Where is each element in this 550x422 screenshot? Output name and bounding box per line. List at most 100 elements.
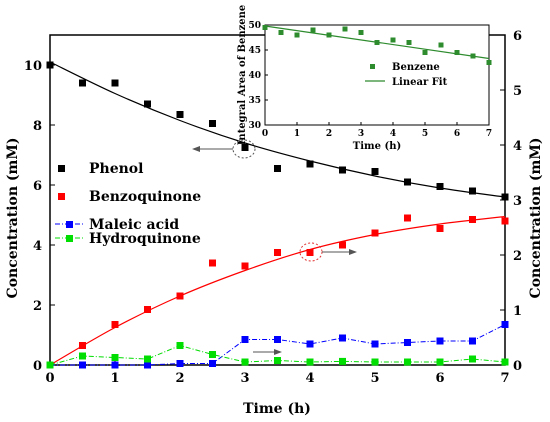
legend-swatch-maleic-acid xyxy=(66,221,73,228)
legend-label-benzoquinone: Benzoquinone xyxy=(89,189,201,205)
main-y-ticks-right: 0 1 2 3 4 5 6 xyxy=(500,29,522,374)
maleic-acid-point xyxy=(339,334,346,342)
inset-legend: Benzene Linear Fit xyxy=(365,62,448,88)
hydroquinone-point xyxy=(111,354,119,361)
x-tick-label: 7 xyxy=(500,371,509,386)
phenol-point xyxy=(371,168,379,175)
phenol-fit-curve xyxy=(49,61,506,198)
inset-x-tick-label: 4 xyxy=(390,129,396,139)
hydroquinone-point xyxy=(274,357,281,364)
phenol-point xyxy=(144,100,151,108)
y-tick-label: 4 xyxy=(33,239,42,254)
phenol-point xyxy=(501,193,509,201)
phenol-point xyxy=(339,166,346,174)
benzoquinone-point xyxy=(79,342,86,349)
x-tick-label: 1 xyxy=(110,371,119,386)
legend-label-hydroquinone: Hydroquinone xyxy=(89,231,201,247)
phenol-point xyxy=(111,79,119,87)
y-right-tick-label: 6 xyxy=(513,29,522,44)
benzoquinone-point xyxy=(306,249,314,256)
benzoquinone-point xyxy=(371,229,379,237)
x-tick-label: 2 xyxy=(175,371,184,386)
benzoquinone-point xyxy=(241,262,249,270)
inset-x-tick-label: 2 xyxy=(326,129,332,139)
maleic-acid-point xyxy=(371,340,379,348)
inset-x-tick-label: 6 xyxy=(454,129,460,139)
benzene-point xyxy=(486,60,492,65)
phenol-point xyxy=(46,61,54,69)
y-tick-label: 10 xyxy=(24,59,42,74)
maleic-acid-point xyxy=(144,361,151,369)
hydroquinone-point xyxy=(501,358,509,366)
benzoquinone-point xyxy=(176,292,184,300)
benzoquinone-point xyxy=(436,225,444,232)
benzoquinone-point xyxy=(339,241,346,249)
maleic-acid-point xyxy=(274,336,281,343)
maleic-acid-point xyxy=(111,361,119,369)
x-tick-label: 5 xyxy=(370,371,379,386)
y-tick-label: 0 xyxy=(33,359,42,374)
inset-x-axis-title: Time (h) xyxy=(353,141,401,152)
hydroquinone-point xyxy=(241,358,249,366)
maleic-acid-point xyxy=(501,321,509,328)
inset-x-ticks: 0 1 2 3 4 5 6 7 xyxy=(262,122,492,139)
benzoquinone-point xyxy=(469,216,476,223)
legend-item-maleic-acid: Maleic acid xyxy=(55,217,179,233)
legend-item-hydroquinone: Hydroquinone xyxy=(55,231,201,247)
inset-y-axis-title: Integral Area of Benzene xyxy=(237,5,248,146)
hydroquinone-point xyxy=(436,358,444,366)
benzoquinone-point xyxy=(404,214,411,222)
phenol-point xyxy=(241,144,249,151)
phenol-point xyxy=(274,165,281,172)
main-legend: Phenol Benzoquinone Maleic acid Hydroqui… xyxy=(55,161,201,247)
y-right-tick-label: 1 xyxy=(513,304,522,319)
hydroquinone-point xyxy=(306,358,314,366)
phenol-point xyxy=(176,111,184,118)
benzoquinone-axis-arrowhead xyxy=(349,249,357,255)
benzoquinone-point xyxy=(501,217,509,225)
legend-item-benzene: Benzene xyxy=(370,62,440,73)
phenol-point xyxy=(79,79,86,87)
legend-swatch-hydroquinone xyxy=(66,235,73,242)
benzoquinone-point xyxy=(274,249,281,256)
benzene-point xyxy=(342,26,348,32)
benzene-point xyxy=(390,37,396,43)
maleic-axis-arrowhead xyxy=(274,349,282,355)
maleic-acid-point xyxy=(79,361,86,369)
x-tick-label: 4 xyxy=(305,371,314,386)
benzoquinone-point xyxy=(144,306,151,313)
y-right-tick-label: 3 xyxy=(513,194,522,209)
benzoquinone-point xyxy=(209,259,216,267)
benzene-point xyxy=(406,40,412,45)
inset-y-tick-label: 45 xyxy=(248,46,261,56)
legend-label-maleic-acid: Maleic acid xyxy=(89,217,179,233)
maleic-acid-point xyxy=(241,336,249,343)
legend-label-linear-fit: Linear Fit xyxy=(392,77,448,88)
maleic-acid-point xyxy=(469,337,476,345)
benzene-point xyxy=(278,30,284,35)
legend-swatch-benzoquinone xyxy=(58,193,65,200)
inset-y-tick-label: 35 xyxy=(248,96,261,106)
hydroquinone-point xyxy=(144,355,151,363)
hydroquinone-point xyxy=(469,355,476,363)
inset-x-tick-label: 0 xyxy=(262,129,268,139)
maleic-acid-point xyxy=(404,339,411,346)
y-right-tick-label: 4 xyxy=(513,139,522,154)
phenol-point xyxy=(306,160,314,168)
hydroquinone-point xyxy=(209,351,216,358)
x-tick-label: 0 xyxy=(45,371,54,386)
benzoquinone-point xyxy=(111,321,119,328)
y-right-tick-label: 0 xyxy=(513,359,522,374)
inset-x-tick-label: 3 xyxy=(358,129,364,139)
inset-x-tick-label: 5 xyxy=(422,129,428,139)
benzene-point xyxy=(310,27,316,33)
x-tick-label: 3 xyxy=(240,371,249,386)
main-series xyxy=(46,61,509,369)
x-tick-label: 6 xyxy=(435,371,444,386)
main-y-axis-title-right: Concentration (mM) xyxy=(528,138,544,299)
legend-swatch-benzene xyxy=(370,64,375,69)
legend-item-phenol: Phenol xyxy=(58,161,143,177)
legend-item-benzoquinone: Benzoquinone xyxy=(58,189,201,205)
benzene-point xyxy=(294,32,300,38)
benzene-point xyxy=(438,42,444,48)
